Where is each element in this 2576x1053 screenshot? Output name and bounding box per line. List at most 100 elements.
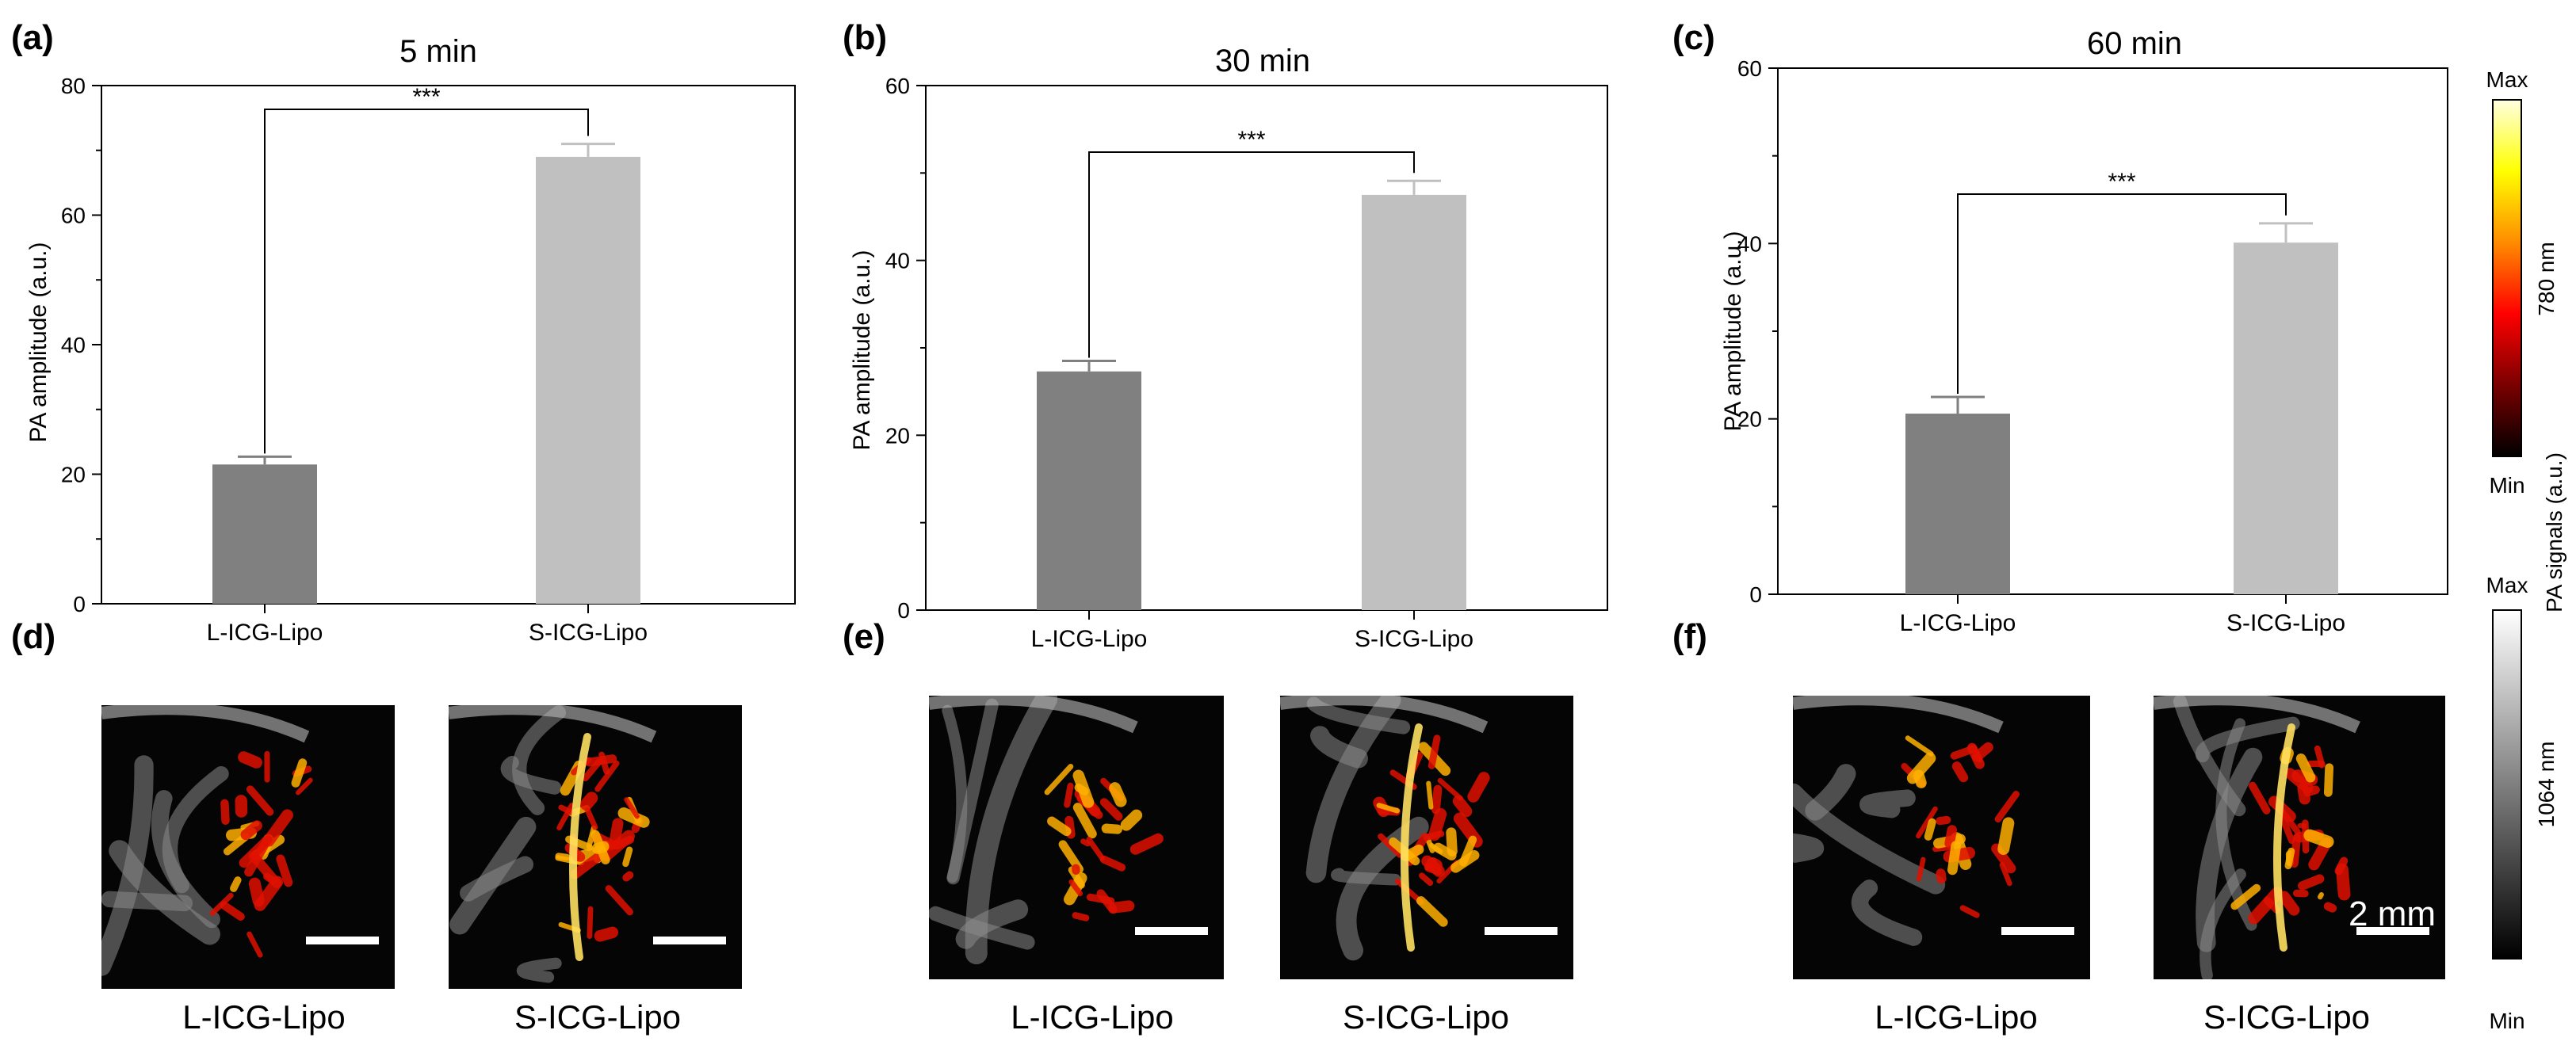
bar: [1362, 194, 1466, 610]
pa-signal-streak: [1452, 795, 1473, 818]
tissue-streak: [1793, 783, 1946, 895]
y-tick-label: 0: [73, 592, 86, 616]
pa-signal-streak: [1905, 735, 1934, 757]
pa-image: [1793, 696, 2090, 979]
tissue-streak: [1331, 868, 1401, 886]
pa-signal-streak: [1428, 807, 1447, 841]
pa-signal-streak: [2278, 891, 2300, 916]
pa-signal-streak: [591, 841, 610, 854]
tissue-streak: [946, 698, 999, 885]
chart-a-ylabel: PA amplitude (a.u.): [25, 242, 52, 443]
bar: [536, 156, 640, 605]
pa-signal-streak: [223, 833, 250, 856]
chart-a-title: 5 min: [399, 34, 477, 69]
tissue-streak: [500, 755, 562, 795]
pa-signal-streak: [1428, 734, 1441, 769]
tissue-streak: [101, 705, 310, 743]
panel-label-f: (f): [1672, 617, 1707, 656]
pa-signal-streak: [2336, 863, 2351, 901]
pa-signal-streak: [1120, 809, 1143, 831]
pa-signal-streak: [248, 877, 265, 907]
pa-signal-streak: [220, 901, 245, 921]
pa-signal-streak: [1450, 850, 1480, 873]
pa-signal-streak: [2230, 883, 2261, 910]
colorbar-gray-label: 1064 nm: [2534, 742, 2559, 828]
chart-b: (b) 30 min PA amplitude (a.u.) 0 20 40 60 L-…: [843, 18, 1608, 652]
pa-signal-streak: [1431, 784, 1443, 815]
pa-signal-streak: [2290, 833, 2302, 868]
tissue-streak: [109, 840, 220, 945]
pa-signal-streak: [1429, 842, 1443, 854]
pa-signal-streak: [295, 777, 313, 795]
pa-signal-streak: [1109, 782, 1127, 807]
bar: [1905, 414, 2010, 594]
x-tick-label: S-ICG-Lipo: [2226, 610, 2345, 636]
pa-signal-streak: [238, 751, 262, 769]
pa-signal-streak: [1424, 864, 1443, 876]
pa-signal-streak: [1099, 798, 1123, 821]
colorbar-hot-max: Max: [2486, 67, 2528, 92]
pa-signal-streak: [1376, 803, 1401, 814]
pa-signal-streak: [262, 809, 293, 847]
significance-label: ***: [412, 84, 440, 110]
pa-signal-streak: [247, 931, 263, 958]
tissue-streak: [1793, 696, 2004, 734]
pa-signal-streak: [556, 803, 575, 831]
scale-bar: [2356, 927, 2429, 935]
pa-signal-streak: [1099, 855, 1126, 872]
significance-label: ***: [2108, 169, 2135, 195]
pa-signal-streak: [1467, 772, 1490, 803]
significance-bracket: [1957, 193, 2287, 394]
colorbar-gray-max: Max: [2486, 573, 2528, 597]
tissue-streak: [162, 766, 229, 894]
panel-label-a: (a): [11, 18, 54, 57]
chart-a: (a) 5 min PA amplitude (a.u.) 0 20 40 60 80 L…: [11, 18, 796, 646]
y-tick-label: 60: [885, 74, 910, 98]
pa-signal-streak: [246, 785, 274, 816]
tissue-streak: [1305, 696, 1401, 883]
panel-label-c: (c): [1672, 18, 1715, 57]
pa-signal-streak: [1971, 742, 1993, 762]
plot-frame: [925, 85, 1608, 611]
pa-image: [449, 705, 742, 989]
y-tick-label: 40: [61, 333, 86, 357]
pa-image: [2154, 696, 2445, 979]
pa-signal-streak: [240, 820, 262, 841]
pa-signal-streak: [1951, 761, 1969, 783]
pa-signal-streak: [598, 751, 610, 775]
plot-frame: [101, 85, 796, 605]
chart-b-ylabel: PA amplitude (a.u.): [849, 250, 875, 451]
tissue-streak: [955, 899, 1029, 949]
bar: [2234, 242, 2338, 594]
tissue-streak: [1280, 696, 1489, 734]
pa-signal-streak: [1044, 763, 1074, 795]
colorbar-gray: Max Min 1064 nm: [2486, 573, 2559, 1033]
pa-signal-streak: [1416, 896, 1448, 927]
pa-signal-streak: [2303, 829, 2334, 849]
pa-signal-streak: [570, 852, 603, 879]
x-tick-label: L-ICG-Lipo: [207, 620, 323, 646]
pa-signal-streak: [1936, 815, 1951, 826]
pa-signal-streak: [1064, 782, 1074, 808]
y-tick-label: 60: [61, 204, 86, 228]
pa-signal-streak: [1999, 862, 2012, 887]
pa-signal-streak: [2295, 754, 2316, 783]
colorbar-axis-label: PA signals (a.u.): [2542, 452, 2566, 612]
x-tick-label: S-ICG-Lipo: [1355, 626, 1473, 652]
pa-signal-streak: [1924, 818, 1936, 841]
pa-signal-streak: [1446, 827, 1458, 857]
tissue-streak: [2195, 716, 2300, 763]
pa-signal-streak: [609, 818, 624, 849]
chart-b-title: 30 min: [1215, 44, 1310, 78]
pa-image: [929, 696, 1224, 979]
bar: [1037, 371, 1141, 610]
scale-bar: [1485, 927, 1557, 935]
tissue-streak: [449, 705, 657, 743]
x-tick-label: S-ICG-Lipo: [529, 620, 648, 646]
colorbar-hot: Max Min 780 nm: [2486, 67, 2559, 498]
pa-signal-streak: [2318, 891, 2324, 900]
colorbar-hot-min: Min: [2489, 473, 2524, 498]
x-tick-label: L-ICG-Lipo: [1031, 626, 1148, 652]
image-label-e-right: S-ICG-Lipo: [1343, 998, 1509, 1036]
chart-c-title: 60 min: [2087, 26, 2182, 61]
